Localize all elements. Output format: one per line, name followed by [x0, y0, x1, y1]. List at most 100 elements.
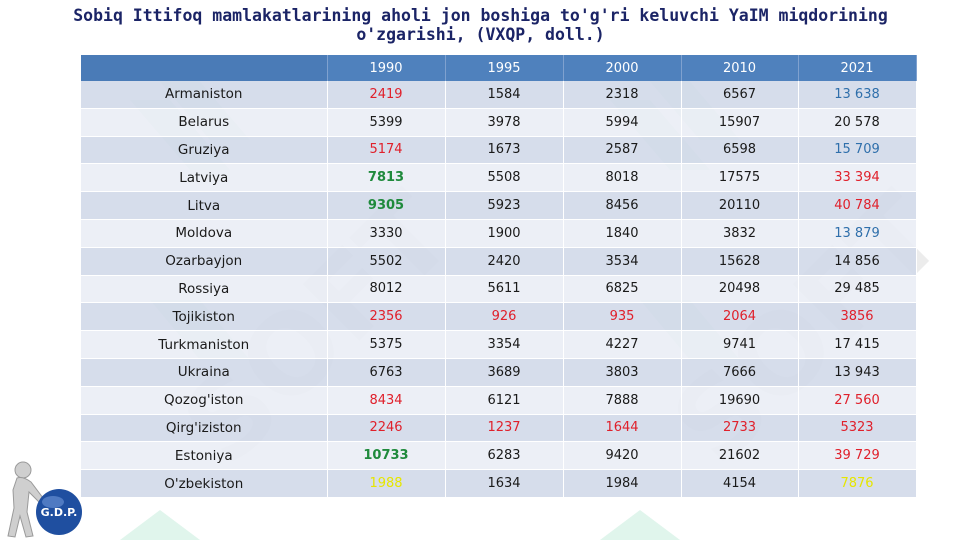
- value-cell-2000: 935: [563, 302, 682, 332]
- value-cell-1995: 5923: [445, 191, 564, 220]
- value-cell-2000: 7888: [563, 386, 682, 415]
- person-figure-icon: [7, 461, 44, 538]
- value-cell-1990: 1988: [327, 469, 446, 498]
- value-cell-2010: 15628: [681, 247, 799, 276]
- table-row: Rossiya 8012 5611 6825 20498 29 485: [81, 275, 917, 304]
- country-cell: Moldova: [81, 219, 328, 248]
- country-cell: Turkmaniston: [81, 330, 328, 359]
- value-cell-2021: 7876: [798, 469, 917, 498]
- value-cell-2021: 15 709: [798, 136, 917, 165]
- table-header-row: 1990 1995 2000 2010 2021: [81, 55, 917, 81]
- value-cell-1995: 1900: [445, 219, 564, 248]
- value-cell-2000: 4227: [563, 330, 682, 359]
- value-cell-2010: 20498: [681, 275, 799, 304]
- country-cell: Belarus: [81, 108, 328, 137]
- table-row: Turkmaniston 5375 3354 4227 9741 17 415: [81, 330, 917, 359]
- value-cell-2021: 5323: [798, 414, 917, 443]
- value-cell-1990: 2419: [327, 81, 446, 109]
- column-header-2010: 2010: [681, 55, 799, 81]
- value-cell-2010: 21602: [681, 441, 799, 471]
- value-cell-1995: 1237: [445, 414, 564, 443]
- value-cell-1995: 1584: [445, 81, 564, 109]
- country-cell: Qozog'iston: [81, 386, 328, 415]
- value-cell-2021: 29 485: [798, 275, 917, 304]
- value-cell-1990: 8434: [327, 386, 446, 415]
- page-title: Sobiq Ittifoq mamlakatlarining aholi jon…: [0, 6, 961, 44]
- value-cell-2021: 39 729: [798, 441, 917, 471]
- value-cell-1995: 5611: [445, 275, 564, 304]
- value-cell-1990: 2356: [327, 302, 446, 332]
- value-cell-2010: 15907: [681, 108, 799, 137]
- value-cell-1990: 9305: [327, 191, 446, 220]
- value-cell-2021: 13 638: [798, 81, 917, 109]
- gdp-logo: G.D.P.: [7, 461, 82, 538]
- value-cell-2021: 33 394: [798, 163, 917, 193]
- country-cell: Qirg'iziston: [81, 414, 328, 443]
- table-row: Armaniston 2419 1584 2318 6567 13 638: [81, 81, 917, 109]
- table-row: Ukraina 6763 3689 3803 7666 13 943: [81, 358, 917, 387]
- country-cell: Rossiya: [81, 275, 328, 304]
- column-header-country: [81, 55, 328, 81]
- value-cell-2010: 4154: [681, 469, 799, 498]
- country-cell: Ukraina: [81, 358, 328, 387]
- value-cell-2000: 3534: [563, 247, 682, 276]
- value-cell-2000: 8018: [563, 163, 682, 193]
- value-cell-2000: 1644: [563, 414, 682, 443]
- table-row: Gruziya 5174 1673 2587 6598 15 709: [81, 136, 917, 165]
- value-cell-2010: 6598: [681, 136, 799, 165]
- value-cell-2021: 40 784: [798, 191, 917, 220]
- value-cell-2021: 13 879: [798, 219, 917, 248]
- value-cell-1995: 3354: [445, 330, 564, 359]
- value-cell-2021: 20 578: [798, 108, 917, 137]
- country-cell: Gruziya: [81, 136, 328, 165]
- column-header-2021: 2021: [798, 55, 917, 81]
- value-cell-1990: 5502: [327, 247, 446, 276]
- value-cell-2000: 8456: [563, 191, 682, 220]
- value-cell-2000: 2587: [563, 136, 682, 165]
- value-cell-2010: 2733: [681, 414, 799, 443]
- value-cell-2000: 5994: [563, 108, 682, 137]
- value-cell-2010: 19690: [681, 386, 799, 415]
- table-row: Qozog'iston 8434 6121 7888 19690 27 560: [81, 386, 917, 415]
- country-cell: Armaniston: [81, 81, 328, 109]
- table-row: Ozarbayjon 5502 2420 3534 15628 14 856: [81, 247, 917, 276]
- table-body: Armaniston 2419 1584 2318 6567 13 638 Belarus 5…: [81, 81, 917, 498]
- value-cell-1995: 3689: [445, 358, 564, 387]
- value-cell-2021: 27 560: [798, 386, 917, 415]
- value-cell-1995: 1634: [445, 469, 564, 498]
- value-cell-1990: 5399: [327, 108, 446, 137]
- title-line-1: Sobiq Ittifoq mamlakatlarining aholi jon…: [73, 6, 888, 25]
- country-cell: Latviya: [81, 163, 328, 193]
- value-cell-1995: 926: [445, 302, 564, 332]
- value-cell-2000: 9420: [563, 441, 682, 471]
- value-cell-2010: 20110: [681, 191, 799, 220]
- value-cell-2000: 3803: [563, 358, 682, 387]
- value-cell-1995: 5508: [445, 163, 564, 193]
- table-row: Qirg'iziston 2246 1237 1644 2733 5323: [81, 414, 917, 443]
- value-cell-1990: 6763: [327, 358, 446, 387]
- value-cell-2000: 2318: [563, 81, 682, 109]
- value-cell-2021: 14 856: [798, 247, 917, 276]
- table-row: Latviya 7813 5508 8018 17575 33 394: [81, 163, 917, 193]
- value-cell-1990: 5174: [327, 136, 446, 165]
- value-cell-2000: 6825: [563, 275, 682, 304]
- logo-label: G.D.P.: [41, 506, 78, 519]
- country-cell: Ozarbayjon: [81, 247, 328, 276]
- table-row: Belarus 5399 3978 5994 15907 20 578: [81, 108, 917, 137]
- table-row: Estoniya 10733 6283 9420 21602 39 729: [81, 441, 917, 471]
- column-header-2000: 2000: [563, 55, 682, 81]
- value-cell-2010: 9741: [681, 330, 799, 359]
- country-cell: O'zbekiston: [81, 469, 328, 498]
- table-row: Moldova 3330 1900 1840 3832 13 879: [81, 219, 917, 248]
- value-cell-1995: 3978: [445, 108, 564, 137]
- table-row: Litva 9305 5923 8456 20110 40 784: [81, 191, 917, 220]
- value-cell-1990: 7813: [327, 163, 446, 193]
- column-header-1990: 1990: [327, 55, 446, 81]
- value-cell-1990: 2246: [327, 414, 446, 443]
- value-cell-2010: 3832: [681, 219, 799, 248]
- column-header-1995: 1995: [445, 55, 564, 81]
- value-cell-2021: 3856: [798, 302, 917, 332]
- value-cell-1990: 3330: [327, 219, 446, 248]
- value-cell-1995: 6283: [445, 441, 564, 471]
- value-cell-1990: 10733: [327, 441, 446, 471]
